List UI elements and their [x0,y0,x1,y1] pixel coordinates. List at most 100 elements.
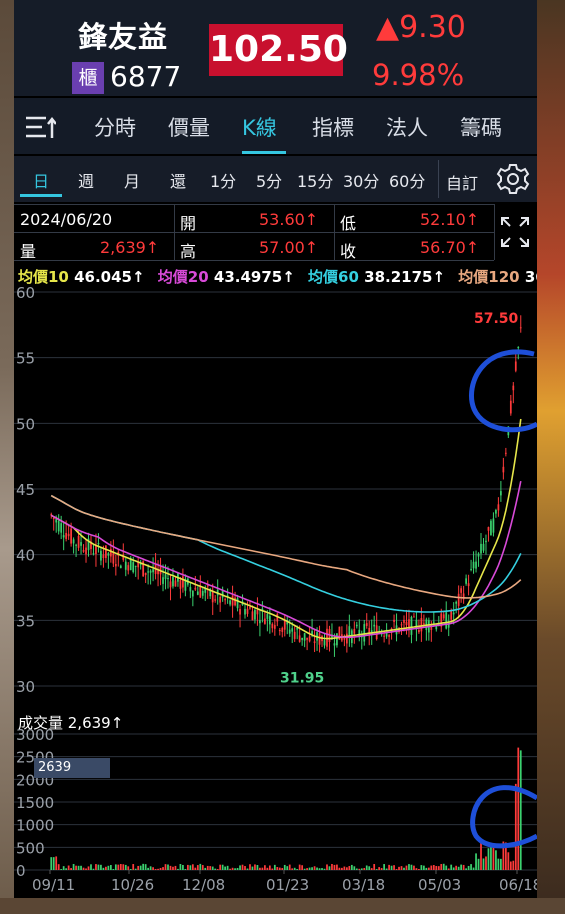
volume-bar [109,865,112,870]
volume-bar [457,866,460,870]
volume-bar [410,864,413,870]
candle-body [296,628,299,630]
volume-bar [249,864,251,870]
tab-indicators[interactable]: 指標 [312,116,354,140]
volume-bar [353,866,356,870]
info-grid-line [494,204,495,260]
candle-body [313,641,316,643]
volume-bar [239,865,241,870]
volume-bar [172,866,174,870]
period-week[interactable]: 週 [78,172,95,191]
candle-body [65,532,68,539]
candle-body [231,595,234,606]
candle-body [162,577,164,584]
volume-bar [264,865,266,870]
candle-body [214,599,217,601]
volume-bar [326,864,328,870]
volume-bar [455,865,458,870]
volume-bar [124,864,127,870]
volume-bar [246,868,249,870]
tab-kline[interactable]: K線 [242,116,277,140]
low-label: 低 [340,214,357,233]
period-1min[interactable]: 1分 [210,172,237,191]
volume-bar [187,864,189,870]
volume-bar [206,865,209,870]
candle-body [50,514,53,516]
volume-bar [430,865,433,870]
ma10-label: 均價10 [18,268,69,286]
period-15min[interactable]: 15分 [297,172,334,191]
volume-bar [507,852,510,870]
info-grid-line [14,260,494,261]
period-30min[interactable]: 30分 [343,172,380,191]
volume-bar [199,863,202,870]
info-grid-line [14,232,494,233]
volume-bar [105,866,107,870]
volume-bar [169,865,172,870]
price-candlestick-chart[interactable]: 60 55 50 45 40 35 30 31.95 57.50 [14,284,537,694]
ma20-label: 均價20 [157,268,209,286]
period-60min[interactable]: 60分 [389,172,426,191]
volume-bar [276,867,279,870]
candle-body [331,634,333,639]
volume-bar [368,866,371,870]
volume-bar [415,868,418,870]
low-value: 52.10↑ [420,210,480,229]
volume-bar [241,864,244,870]
volume-bar-chart[interactable]: 30002500200015001000500009/1110/2612/080… [14,726,537,898]
price-axis-label: 50 [16,415,35,433]
candle-body [336,633,338,646]
candle-body [62,535,65,538]
stock-name: 鋒友益 [78,20,169,54]
volume-bar [293,867,296,870]
volume-bar [472,867,475,870]
gear-icon[interactable] [496,162,530,196]
menu-sort-icon[interactable] [24,112,56,142]
volume-bar [460,864,463,870]
candle-body [164,574,167,580]
volume-axis-label: 0 [16,862,26,880]
volume-bar [345,867,348,870]
candle-body [482,543,485,551]
candle-body [432,621,435,623]
candle-body [306,637,308,640]
candle-body [132,562,135,573]
candle-body [144,572,147,576]
period-day[interactable]: 日 [33,172,50,191]
candle-body [122,554,125,560]
volume-bar [504,842,507,870]
tab-chips[interactable]: 籌碼 [460,116,502,140]
volume-bar [331,863,333,870]
period-adjusted[interactable]: 還 [170,172,187,191]
volume-bar [313,866,316,870]
candle-body [475,561,477,569]
tab-price-volume[interactable]: 價量 [168,116,210,140]
candle-body [450,610,453,620]
candle-body [385,632,388,637]
custom-period-button[interactable]: 自訂 [446,174,479,193]
date-label: 05/03 [418,876,461,894]
stock-header: 鋒友益 櫃 6877 102.50 ▲9.30 9.98% [14,0,537,96]
volume-bar [85,868,87,870]
candle-body [249,607,251,609]
current-price: 102.50 [209,24,348,76]
active-period-indicator [20,194,62,197]
expand-icon[interactable] [499,214,531,250]
candle-body [189,587,192,592]
volume-bar [67,865,70,870]
volume-bar [194,867,197,870]
period-5min[interactable]: 5分 [256,172,283,191]
volume-bar [177,868,179,870]
candle-body [114,563,117,567]
candle-body [85,547,87,555]
volume-axis-label: 3000 [16,726,54,744]
candle-body [174,580,177,587]
volume-bar [482,858,485,870]
volume-bar [229,868,231,870]
volume-bar [157,868,159,870]
period-month[interactable]: 月 [124,172,141,191]
volume-bar [318,868,321,870]
tab-institutional[interactable]: 法人 [386,116,428,140]
tab-time-share[interactable]: 分時 [94,116,136,140]
candle-body [405,621,408,626]
